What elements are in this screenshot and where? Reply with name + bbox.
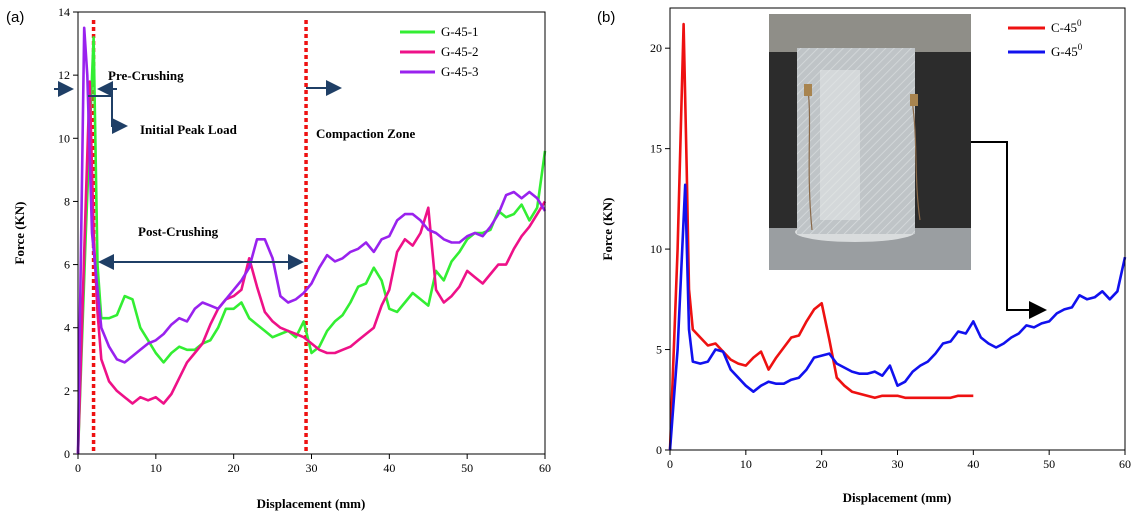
legend-label-g45-sup: 0: [1078, 42, 1083, 52]
panel-label-b: (b): [597, 9, 615, 26]
x-axis-label-a: Displacement (mm): [257, 496, 366, 511]
b-x-tick-0: 0: [667, 457, 673, 471]
a-x-tick-3: 30: [306, 461, 318, 475]
plot-frame-b: [669, 7, 1126, 451]
specimen-photo: [769, 14, 971, 270]
a-x-tick-5: 50: [461, 461, 473, 475]
b-series-G-45: [668, 183, 1127, 451]
b-x-tick-4: 40: [967, 457, 979, 471]
legend-label-c45-sup: 0: [1077, 18, 1082, 28]
annotation-compaction: Compaction Zone: [316, 126, 416, 141]
a-x-tick-4: 40: [383, 461, 395, 475]
panel-a: (a) 0 10 20 30 40 50 60 0 2 4 6 8 10 12 14 Displacemen…: [6, 5, 551, 511]
a-x-tick-2: 20: [228, 461, 240, 475]
b-y-tick-1: 5: [656, 343, 662, 357]
photo-wire-left: [807, 89, 813, 231]
a-series-G-45-3: [76, 26, 547, 455]
b-x-tick-1: 10: [740, 457, 752, 471]
plot-frame-a: [77, 11, 546, 455]
photo-wire-right: [911, 99, 921, 221]
annotation-post-crushing: Post-Crushing: [138, 224, 219, 239]
annotation-pre-crushing: Pre-Crushing: [108, 68, 184, 83]
annotation-arrows: [54, 80, 342, 270]
a-series-G-45-1: [76, 35, 547, 455]
photo-top-plate: [769, 14, 971, 52]
b-x-tick-3: 30: [892, 457, 904, 471]
b-y-tick-0: 0: [656, 443, 662, 457]
legend-label-g451: G-45-1: [441, 24, 479, 39]
inset-pointer-arrow: [971, 141, 1047, 319]
a-y-tick-3: 6: [64, 258, 70, 272]
a-y-tick-1: 2: [64, 384, 70, 398]
a-y-tick-0: 0: [64, 447, 70, 461]
a-y-tick-7: 14: [58, 5, 70, 19]
legend-a: G-45-1 G-45-2 G-45-3: [400, 24, 479, 79]
photo-gauge-left: [804, 84, 812, 96]
panel-b: (b) 0 10 20 30 40 50 60 0 5 10 15 20 Displacement (…: [597, 7, 1131, 505]
a-x-tick-6: 60: [539, 461, 551, 475]
a-x-tick-0: 0: [75, 461, 81, 475]
b-x-tick-2: 20: [816, 457, 828, 471]
photo-tube-highlight: [820, 70, 860, 220]
arrow-initial-peak: [88, 95, 128, 134]
y-axis-label-b: Force (KN): [600, 198, 615, 261]
photo-gauge-right: [910, 94, 918, 106]
legend-label-g45: G-450: [1051, 42, 1083, 59]
b-x-tick-6: 60: [1119, 457, 1131, 471]
b-y-tick-3: 15: [650, 142, 662, 156]
a-series-G-45-2: [76, 80, 547, 455]
a-x-tick-1: 10: [150, 461, 162, 475]
legend-label-g452: G-45-2: [441, 44, 479, 59]
a-y-tick-5: 10: [58, 131, 70, 145]
legend-b: C-450 G-450: [1008, 18, 1083, 59]
annotation-initial-peak: Initial Peak Load: [140, 122, 238, 137]
b-y-tick-4: 20: [650, 41, 662, 55]
b-x-tick-5: 50: [1043, 457, 1055, 471]
legend-label-c45: C-450: [1051, 18, 1082, 35]
legend-label-c45-text: C-45: [1051, 20, 1077, 35]
b-series-C-45: [668, 22, 974, 451]
legend-label-g45-text: G-45: [1051, 44, 1078, 59]
a-y-tick-2: 4: [64, 321, 70, 335]
legend-label-g453: G-45-3: [441, 64, 479, 79]
y-axis-label-a: Force (KN): [12, 202, 27, 265]
b-y-tick-2: 10: [650, 242, 662, 256]
a-y-tick-6: 12: [58, 68, 70, 82]
x-axis-label-b: Displacement (mm): [843, 490, 952, 505]
panel-label-a: (a): [6, 9, 24, 26]
a-y-tick-4: 8: [64, 194, 70, 208]
